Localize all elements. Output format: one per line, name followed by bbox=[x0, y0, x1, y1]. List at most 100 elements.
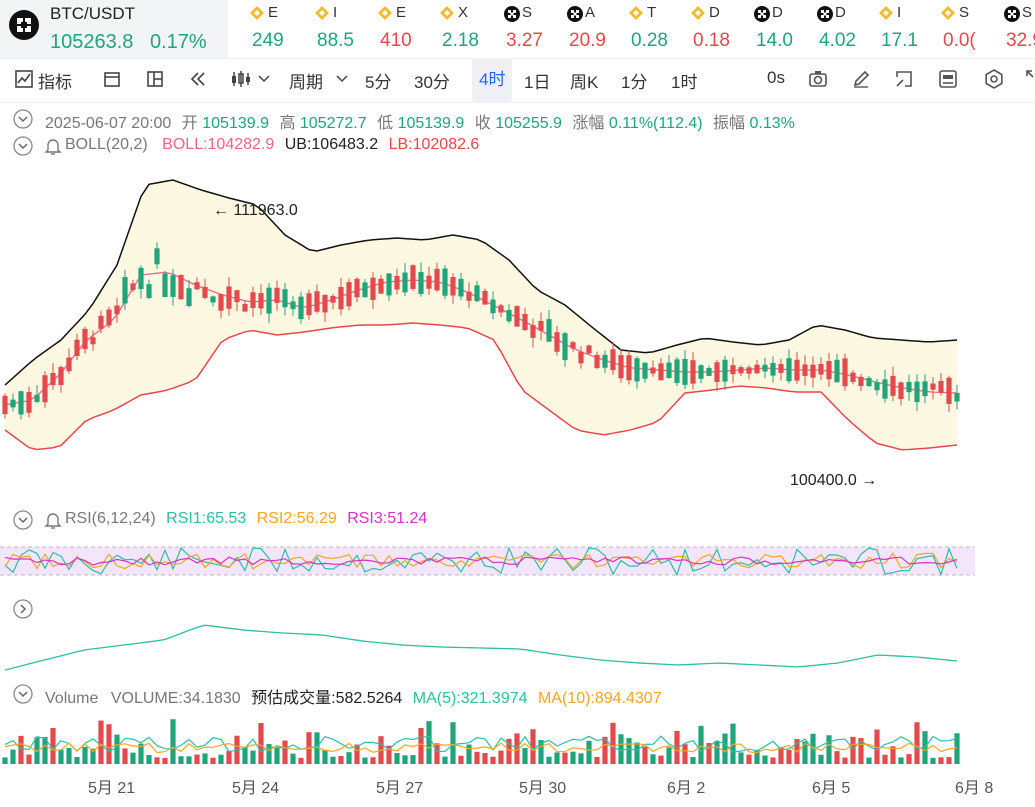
candle-body bbox=[498, 305, 504, 313]
ticker-item[interactable]: X 2.18 bbox=[428, 0, 486, 58]
chevron-down-icon[interactable] bbox=[258, 75, 270, 83]
ticker-item[interactable]: T 0.28 bbox=[617, 0, 675, 58]
price-chart[interactable] bbox=[0, 160, 975, 495]
candle-body bbox=[450, 276, 456, 296]
ticker-item-name: D bbox=[772, 4, 783, 21]
interval-tab[interactable]: 周K bbox=[570, 73, 599, 92]
ticker-item[interactable]: S 32.9 bbox=[992, 0, 1035, 58]
fullscreen-icon[interactable] bbox=[894, 69, 914, 89]
collapse-chevron-icon[interactable] bbox=[13, 510, 33, 530]
collapse-chevron-icon[interactable] bbox=[13, 684, 33, 704]
ticker-item-name: S bbox=[1022, 4, 1033, 21]
volume-bar bbox=[458, 755, 464, 764]
indicator-icon[interactable] bbox=[14, 69, 34, 89]
volume-bar bbox=[442, 756, 448, 764]
volume-bar bbox=[450, 722, 456, 764]
volume-bar bbox=[938, 757, 944, 764]
volume-bar bbox=[282, 740, 288, 764]
candle-body bbox=[674, 359, 680, 383]
candle-body bbox=[642, 362, 648, 379]
change-value: 0.11%(112.4) bbox=[608, 115, 703, 132]
camera-icon[interactable] bbox=[808, 69, 828, 89]
collapse-chevron-icon[interactable] bbox=[13, 109, 33, 129]
volume-bar bbox=[218, 754, 224, 764]
candle-body bbox=[250, 292, 256, 308]
collapse-chevron-icon[interactable] bbox=[13, 136, 33, 156]
volume-bar bbox=[266, 744, 272, 764]
expand-chevron-icon[interactable] bbox=[13, 599, 33, 619]
layout-icon[interactable] bbox=[145, 69, 165, 89]
ticker-item-name: X bbox=[458, 4, 469, 21]
candle-body bbox=[738, 367, 744, 374]
candle-body bbox=[178, 274, 184, 300]
interval-tab[interactable]: 1时 bbox=[671, 73, 698, 92]
interval-tab[interactable]: 1日 bbox=[524, 73, 551, 92]
chevron-down-icon[interactable] bbox=[336, 75, 348, 83]
rsi-legend: RSI(6,12,24) RSI1:65.53 RSI2:56.29 RSI3:… bbox=[65, 510, 427, 528]
ticker-item[interactable]: E 410 bbox=[366, 0, 424, 58]
indicator-line-chart[interactable] bbox=[0, 605, 975, 680]
ticker-item-price: 88.5 bbox=[317, 30, 354, 51]
period-button[interactable]: 周期 bbox=[289, 73, 323, 92]
volume-bar bbox=[466, 744, 472, 764]
candle-body bbox=[834, 359, 840, 383]
volume-bar bbox=[634, 742, 640, 764]
volume-bar bbox=[706, 742, 712, 764]
candle-body bbox=[898, 382, 904, 400]
ticker-item[interactable]: I 88.5 bbox=[303, 0, 361, 58]
indicators-button[interactable]: 指标 bbox=[38, 73, 72, 92]
candle-type-icon[interactable] bbox=[230, 69, 252, 89]
boll-name[interactable]: BOLL(20,2) bbox=[65, 136, 148, 153]
candle-body bbox=[386, 273, 392, 296]
volume-bar bbox=[762, 755, 768, 764]
rsi-chart[interactable] bbox=[0, 532, 975, 592]
volume-name[interactable]: Volume bbox=[45, 690, 99, 707]
gear-icon[interactable] bbox=[984, 69, 1004, 89]
volume-ma5: MA(5):321.3974 bbox=[412, 690, 528, 707]
interval-tab[interactable]: 1分 bbox=[621, 73, 648, 92]
candle-body bbox=[234, 290, 240, 303]
volume-bar bbox=[482, 753, 488, 764]
expand-icon[interactable] bbox=[1025, 69, 1035, 89]
candle-body bbox=[826, 360, 832, 380]
ticker-main-btc[interactable]: BTC/USDT 105263.8 0.17% bbox=[0, 0, 228, 58]
candle-body bbox=[818, 363, 824, 375]
candle-body bbox=[490, 299, 496, 314]
alert-bell-icon[interactable] bbox=[44, 510, 62, 530]
volume-bar bbox=[946, 757, 952, 764]
rsi-name[interactable]: RSI(6,12,24) bbox=[65, 510, 156, 527]
candle-body bbox=[290, 301, 296, 310]
candle-body bbox=[570, 342, 576, 349]
volume-chart[interactable] bbox=[0, 706, 975, 764]
ticker-item[interactable]: I 17.1 bbox=[867, 0, 925, 58]
pencil-icon[interactable] bbox=[851, 69, 871, 89]
candle-body bbox=[506, 309, 512, 322]
interval-tab[interactable]: 4时 bbox=[472, 58, 513, 102]
ticker-item[interactable]: D 0.18 bbox=[679, 0, 737, 58]
candle-body bbox=[330, 295, 336, 303]
settings-icon-1[interactable] bbox=[938, 69, 958, 89]
ticker-item[interactable]: E 249 bbox=[238, 0, 296, 58]
volume-bar bbox=[786, 750, 792, 764]
volume-bar bbox=[394, 753, 400, 764]
ticker-item[interactable]: D 14.0 bbox=[742, 0, 800, 58]
ticker-item[interactable]: S 3.27 bbox=[492, 0, 550, 58]
ticker-bar: BTC/USDT 105263.8 0.17% E 249 I 88.5 E 410 X 2.… bbox=[0, 0, 1035, 59]
alert-bell-icon[interactable] bbox=[44, 136, 62, 156]
volume-bar bbox=[402, 755, 408, 764]
ticker-item[interactable]: S 0.0( bbox=[929, 0, 987, 58]
calendar-icon[interactable] bbox=[102, 69, 122, 89]
interval-tab[interactable]: 30分 bbox=[414, 73, 450, 92]
interval-tab[interactable]: 5分 bbox=[365, 73, 392, 92]
candle-body bbox=[282, 289, 288, 308]
ticker-item-price: 0.28 bbox=[631, 30, 668, 51]
bnb-icon bbox=[378, 6, 392, 20]
candle-body bbox=[218, 294, 224, 311]
rewind-icon[interactable] bbox=[188, 69, 208, 89]
boll-value: BOLL:104282.9 bbox=[162, 136, 275, 153]
volume-bar bbox=[386, 745, 392, 764]
ticker-item[interactable]: D 4.02 bbox=[805, 0, 863, 58]
ticker-item[interactable]: A 20.9 bbox=[555, 0, 613, 58]
countdown-label: 0s bbox=[767, 68, 785, 87]
candle-body bbox=[226, 286, 232, 309]
